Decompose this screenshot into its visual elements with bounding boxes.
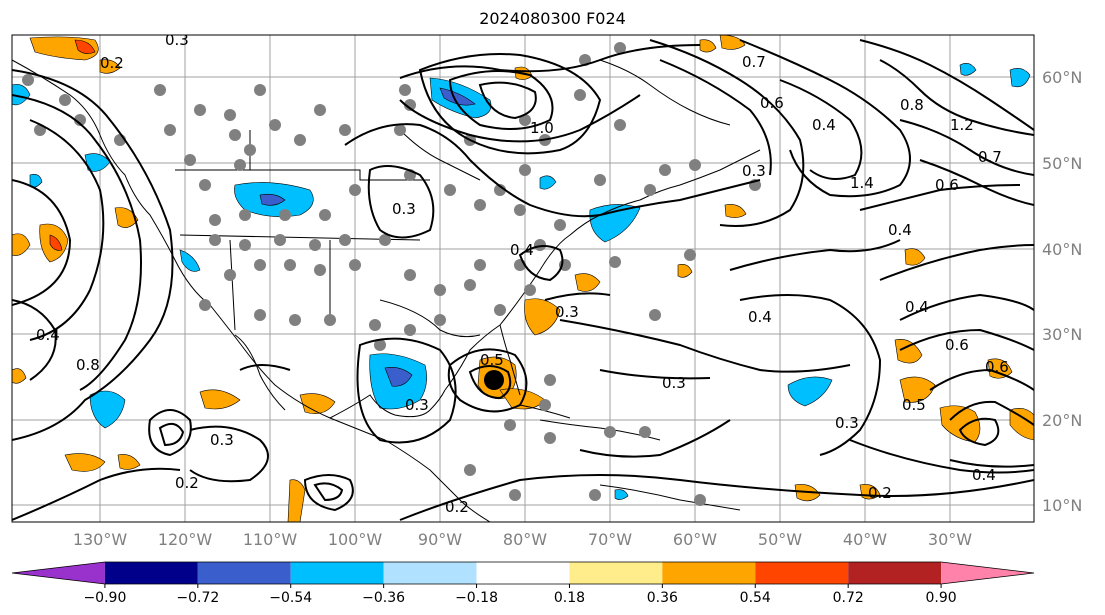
lon-label: 70°W	[588, 530, 632, 549]
contour-label: 0.5	[902, 396, 926, 414]
contour-label: 0.8	[900, 96, 924, 114]
contour-label: 0.6	[945, 336, 969, 354]
colorbar-tick-label: −0.90	[83, 590, 126, 606]
lat-label: 40°N	[1042, 240, 1082, 259]
lon-label: 30°W	[928, 530, 972, 549]
colorbar-segment	[477, 562, 570, 584]
contour-label: 0.3	[405, 396, 429, 414]
colorbar-tick-label: −0.54	[269, 590, 312, 606]
contour-label: 0.4	[510, 241, 534, 259]
longitude-labels: 130°W 120°W 110°W 100°W 90°W 80°W 70°W 6…	[73, 530, 972, 549]
contour-label: 0.6	[985, 358, 1009, 376]
lon-label: 100°W	[328, 530, 383, 549]
contour-label: 0.3	[555, 303, 579, 321]
lon-label: 110°W	[243, 530, 298, 549]
contour-label: 0.7	[742, 53, 766, 71]
colorbar-tick-label: 0.18	[554, 590, 585, 606]
storm-center-marker	[484, 370, 504, 390]
contour-label: 0.2	[175, 474, 199, 492]
colorbar-tick-label: 0.72	[833, 590, 864, 606]
contour-label: 0.4	[748, 308, 772, 326]
colorbar-tick-label: 0.36	[647, 590, 678, 606]
contour-label: 0.4	[905, 298, 929, 316]
lon-label: 130°W	[73, 530, 128, 549]
colorbar-segment	[198, 562, 291, 584]
lat-label: 60°N	[1042, 68, 1082, 87]
colorbar-segment	[105, 562, 198, 584]
lon-label: 90°W	[418, 530, 462, 549]
contour-label: 0.2	[868, 484, 892, 502]
contour-label: 0.2	[100, 54, 124, 72]
contour-label: 0.6	[760, 94, 784, 112]
colorbar-segment	[662, 562, 755, 584]
lat-label: 20°N	[1042, 411, 1082, 430]
contour-label: 0.8	[76, 356, 100, 374]
contour-label: 0.2	[445, 498, 469, 516]
contour-label: 0.4	[972, 466, 996, 484]
contour-label: 0.3	[210, 431, 234, 449]
contour-label: 1.4	[850, 174, 874, 192]
contour-label: 1.0	[530, 119, 554, 137]
colorbar-segment	[755, 562, 848, 584]
contour-label: 0.3	[662, 374, 686, 392]
colorbar-segment	[569, 562, 662, 584]
contour-label: 0.5	[480, 351, 504, 369]
colorbar-tick-label: 0.54	[740, 590, 771, 606]
lon-label: 80°W	[503, 530, 547, 549]
lat-label: 50°N	[1042, 154, 1082, 173]
lon-label: 40°W	[843, 530, 887, 549]
map-panel	[12, 35, 1034, 522]
colorbar-tick-label: 0.90	[926, 590, 957, 606]
lat-label: 30°N	[1042, 325, 1082, 344]
contour-label: 1.2	[950, 116, 974, 134]
contour-label: 0.4	[812, 116, 836, 134]
latitude-labels: 60°N 50°N 40°N 30°N 20°N 10°N	[1042, 68, 1082, 515]
contour-label: 0.3	[742, 162, 766, 180]
lat-label: 10°N	[1042, 496, 1082, 515]
contour-label: 0.3	[392, 200, 416, 218]
colorbar-tick-label: −0.72	[176, 590, 219, 606]
lon-label: 120°W	[158, 530, 213, 549]
colorbar-segment	[848, 562, 941, 584]
colorbar-segment	[12, 562, 105, 584]
colorbar-segment	[941, 562, 1034, 584]
contour-label: 0.7	[978, 148, 1002, 166]
contour-label: 0.3	[165, 31, 189, 49]
colorbar-segment	[384, 562, 477, 584]
colorbar-segment	[291, 562, 384, 584]
lon-label: 60°W	[673, 530, 717, 549]
contour-label: 0.6	[935, 176, 959, 194]
contour-label: 0.4	[36, 326, 60, 344]
contour-label: 0.4	[888, 221, 912, 239]
contour-label: 0.3	[835, 414, 859, 432]
colorbar-tick-label: −0.18	[455, 590, 498, 606]
lon-label: 50°W	[758, 530, 802, 549]
colorbar-tick-label: −0.36	[362, 590, 405, 606]
colorbar: −0.90 −0.72 −0.54 −0.36 −0.18 0.18 0.36 0.54 0.7…	[12, 562, 1034, 606]
